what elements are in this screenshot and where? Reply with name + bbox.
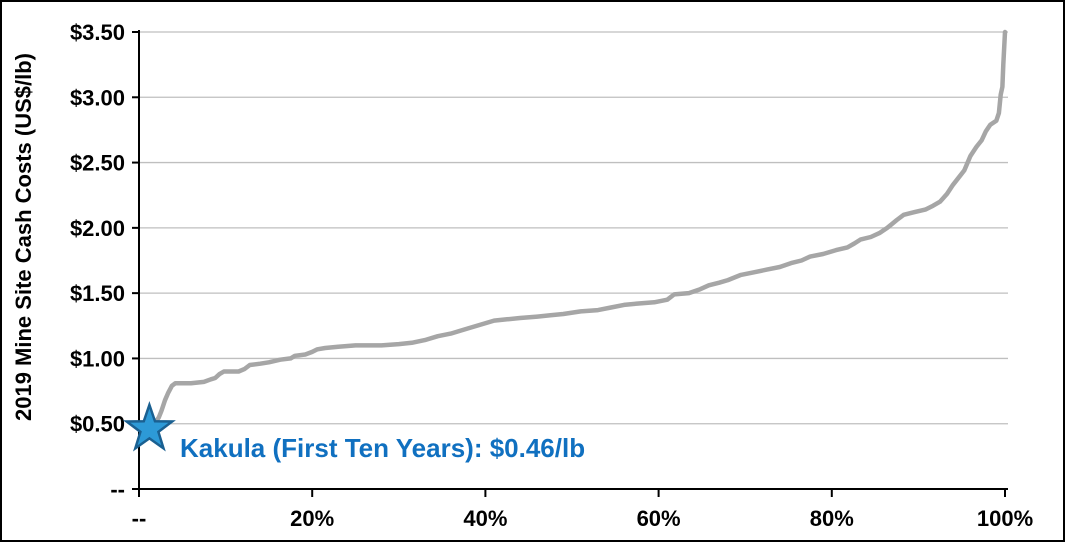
cost-curve-line [144, 29, 1008, 434]
x-tick-label: 60% [637, 506, 681, 531]
y-tick-label: $2.50 [70, 151, 125, 176]
y-tick-label: $0.50 [70, 412, 125, 437]
x-tick-label: -- [132, 506, 147, 531]
y-tick-label: $1.50 [70, 281, 125, 306]
kakula-star-icon [122, 401, 176, 452]
y-tick-label: $3.00 [70, 85, 125, 110]
kakula-annotation: Kakula (First Ten Years): $0.46/lb [180, 433, 585, 464]
x-tick-label: 100% [977, 506, 1033, 531]
y-tick-label: $2.00 [70, 216, 125, 241]
y-tick-label: $3.50 [70, 20, 125, 45]
y-tick-label: $1.00 [70, 346, 125, 371]
y-axis-title: 2019 Mine Site Cash Costs (US$/lb) [11, 53, 36, 421]
kakula-annotation-text: Kakula (First Ten Years): $0.46/lb [180, 433, 586, 463]
y-tick-label: -- [110, 477, 125, 502]
x-tick-label: 20% [290, 506, 334, 531]
x-tick-label: 80% [810, 506, 854, 531]
x-tick-label: 40% [463, 506, 507, 531]
